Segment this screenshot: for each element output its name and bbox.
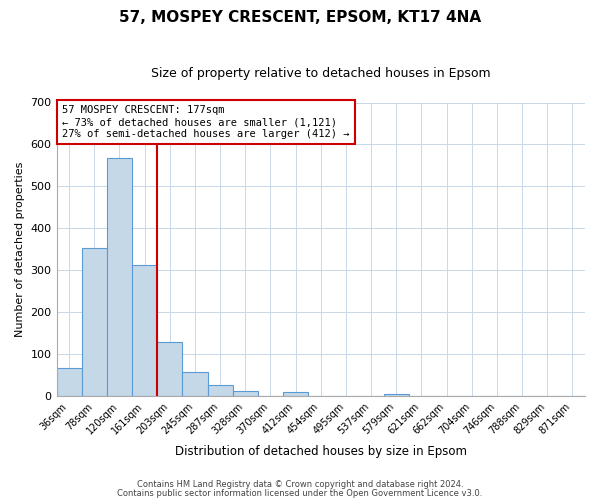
Y-axis label: Number of detached properties: Number of detached properties [15,162,25,337]
Bar [283,392,308,396]
Bar [56,368,82,396]
Bar [132,265,157,396]
Bar [82,248,107,396]
Text: 57, MOSPEY CRESCENT, EPSOM, KT17 4NA: 57, MOSPEY CRESCENT, EPSOM, KT17 4NA [119,10,481,25]
Text: Contains public sector information licensed under the Open Government Licence v3: Contains public sector information licen… [118,489,482,498]
Bar [107,158,132,396]
Title: Size of property relative to detached houses in Epsom: Size of property relative to detached ho… [151,68,491,80]
Text: Contains HM Land Registry data © Crown copyright and database right 2024.: Contains HM Land Registry data © Crown c… [137,480,463,489]
Text: 57 MOSPEY CRESCENT: 177sqm
← 73% of detached houses are smaller (1,121)
27% of s: 57 MOSPEY CRESCENT: 177sqm ← 73% of deta… [62,106,349,138]
Bar [182,372,208,396]
Bar [208,385,233,396]
X-axis label: Distribution of detached houses by size in Epsom: Distribution of detached houses by size … [175,444,467,458]
Bar [233,390,258,396]
Bar [383,394,409,396]
Bar [157,342,182,396]
